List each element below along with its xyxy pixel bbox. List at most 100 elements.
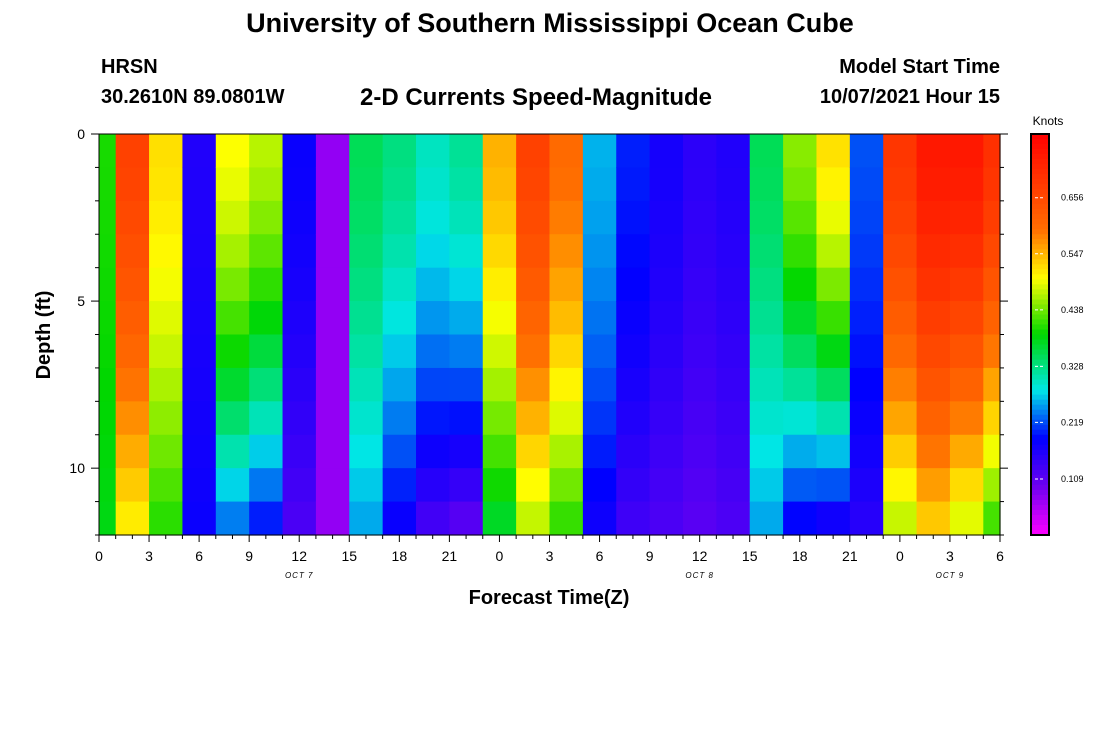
heatmap-cell <box>716 434 751 469</box>
heatmap-cell <box>516 134 551 169</box>
colorbar-segment <box>1031 349 1049 356</box>
heatmap-cell <box>349 267 384 302</box>
heatmap-cell <box>416 200 450 235</box>
heatmap-cell <box>716 267 751 302</box>
heatmap-cell <box>649 167 684 202</box>
colorbar-segment <box>1031 274 1049 280</box>
heatmap-cell <box>616 267 651 302</box>
heatmap-cell <box>449 301 484 336</box>
heatmap-cell <box>282 468 317 503</box>
x-tick-label: 0 <box>95 548 103 564</box>
colorbar-segment <box>1031 354 1049 361</box>
heatmap-cell <box>582 134 617 169</box>
heatmap-cell <box>249 468 284 503</box>
colorbar-segment <box>1031 484 1049 491</box>
heatmap-cell <box>349 167 384 202</box>
colorbar-segment <box>1031 324 1049 331</box>
page-title: University of Southern Mississippi Ocean… <box>246 8 854 38</box>
y-tick-label: 10 <box>69 460 85 476</box>
colorbar-frame <box>1030 133 1050 536</box>
heatmap-cell <box>582 468 617 503</box>
heatmap-cell <box>115 234 150 269</box>
heatmap-cell <box>315 234 350 269</box>
heatmap-cell <box>315 468 350 503</box>
heatmap-cell <box>716 468 751 503</box>
heatmap-cell <box>482 200 517 235</box>
heatmap-cell <box>783 434 818 469</box>
heatmap-cell <box>582 367 617 402</box>
heatmap-cell <box>482 367 517 402</box>
colorbar-segment <box>1031 359 1049 366</box>
colorbar-segment <box>1031 364 1049 371</box>
x-tick-label: 0 <box>496 548 504 564</box>
heatmap-cell <box>682 234 717 269</box>
heatmap-cell <box>215 134 250 169</box>
heatmap-cell <box>416 468 450 503</box>
heatmap-cell <box>883 267 918 302</box>
heatmap-cell <box>849 134 884 169</box>
heatmap-cell <box>282 434 317 469</box>
heatmap-cell <box>99 367 117 402</box>
heatmap-cell <box>883 334 918 369</box>
heatmap-cell <box>416 267 450 302</box>
heatmap-cell <box>549 267 584 302</box>
heatmap-cell <box>282 301 317 336</box>
x-tick-label: 12 <box>291 548 307 564</box>
heatmap-cell <box>616 234 651 269</box>
heatmap-cell <box>582 301 617 336</box>
heatmap-cell <box>849 334 884 369</box>
colorbar-segment <box>1031 389 1049 396</box>
colorbar-segment <box>1031 169 1049 175</box>
heatmap-cell <box>949 401 984 436</box>
heatmap-cell <box>115 167 150 202</box>
heatmap-cell <box>949 501 984 536</box>
heatmap-cell <box>516 501 551 536</box>
colorbar-segment <box>1031 439 1049 446</box>
colorbar-segment <box>1031 264 1049 270</box>
heatmap-cell <box>482 434 517 469</box>
heatmap-cell <box>749 267 784 302</box>
heatmap-cell <box>949 334 984 369</box>
heatmap-cell <box>582 267 617 302</box>
colorbar-segment <box>1031 144 1049 150</box>
heatmap-cell <box>949 134 984 169</box>
heatmap-cell <box>215 200 250 235</box>
heatmap-cell <box>382 434 417 469</box>
heatmap-cell <box>749 401 784 436</box>
heatmap-cell <box>382 234 417 269</box>
date-label: OCT 9 <box>936 571 965 580</box>
heatmap-cell <box>382 401 417 436</box>
colorbar-units-label: Knots <box>1033 114 1064 128</box>
heatmap-cell <box>349 301 384 336</box>
heatmap-cell <box>682 367 717 402</box>
heatmap-cell <box>115 434 150 469</box>
heatmap-cell <box>416 134 450 169</box>
heatmap-cell <box>716 234 751 269</box>
heatmap-cell <box>99 301 117 336</box>
heatmap-cell <box>249 301 284 336</box>
heatmap-cell <box>816 434 851 469</box>
heatmap-cell <box>315 301 350 336</box>
heatmap-cell <box>482 267 517 302</box>
heatmap-cell <box>849 267 884 302</box>
heatmap-cell <box>449 401 484 436</box>
heatmap-cell <box>649 334 684 369</box>
colorbar-segment <box>1031 479 1049 486</box>
x-axis-label: Forecast Time(Z) <box>469 587 630 609</box>
heatmap-cell <box>149 200 184 235</box>
heatmap-cell <box>282 501 317 536</box>
colorbar-segment <box>1031 284 1049 290</box>
heatmap-cell <box>849 367 884 402</box>
heatmap-cell <box>983 468 1001 503</box>
x-tick-label: 18 <box>792 548 808 564</box>
heatmap-cell <box>149 301 184 336</box>
heatmap-cell <box>182 334 217 369</box>
heatmap-cell <box>716 134 751 169</box>
colorbar-segment <box>1031 139 1049 145</box>
heatmap-cell <box>816 468 851 503</box>
heatmap-cell <box>215 167 250 202</box>
heatmap-cell <box>949 167 984 202</box>
heatmap-cell <box>816 367 851 402</box>
heatmap-cell <box>482 334 517 369</box>
model-start-label: Model Start Time <box>839 56 1000 78</box>
